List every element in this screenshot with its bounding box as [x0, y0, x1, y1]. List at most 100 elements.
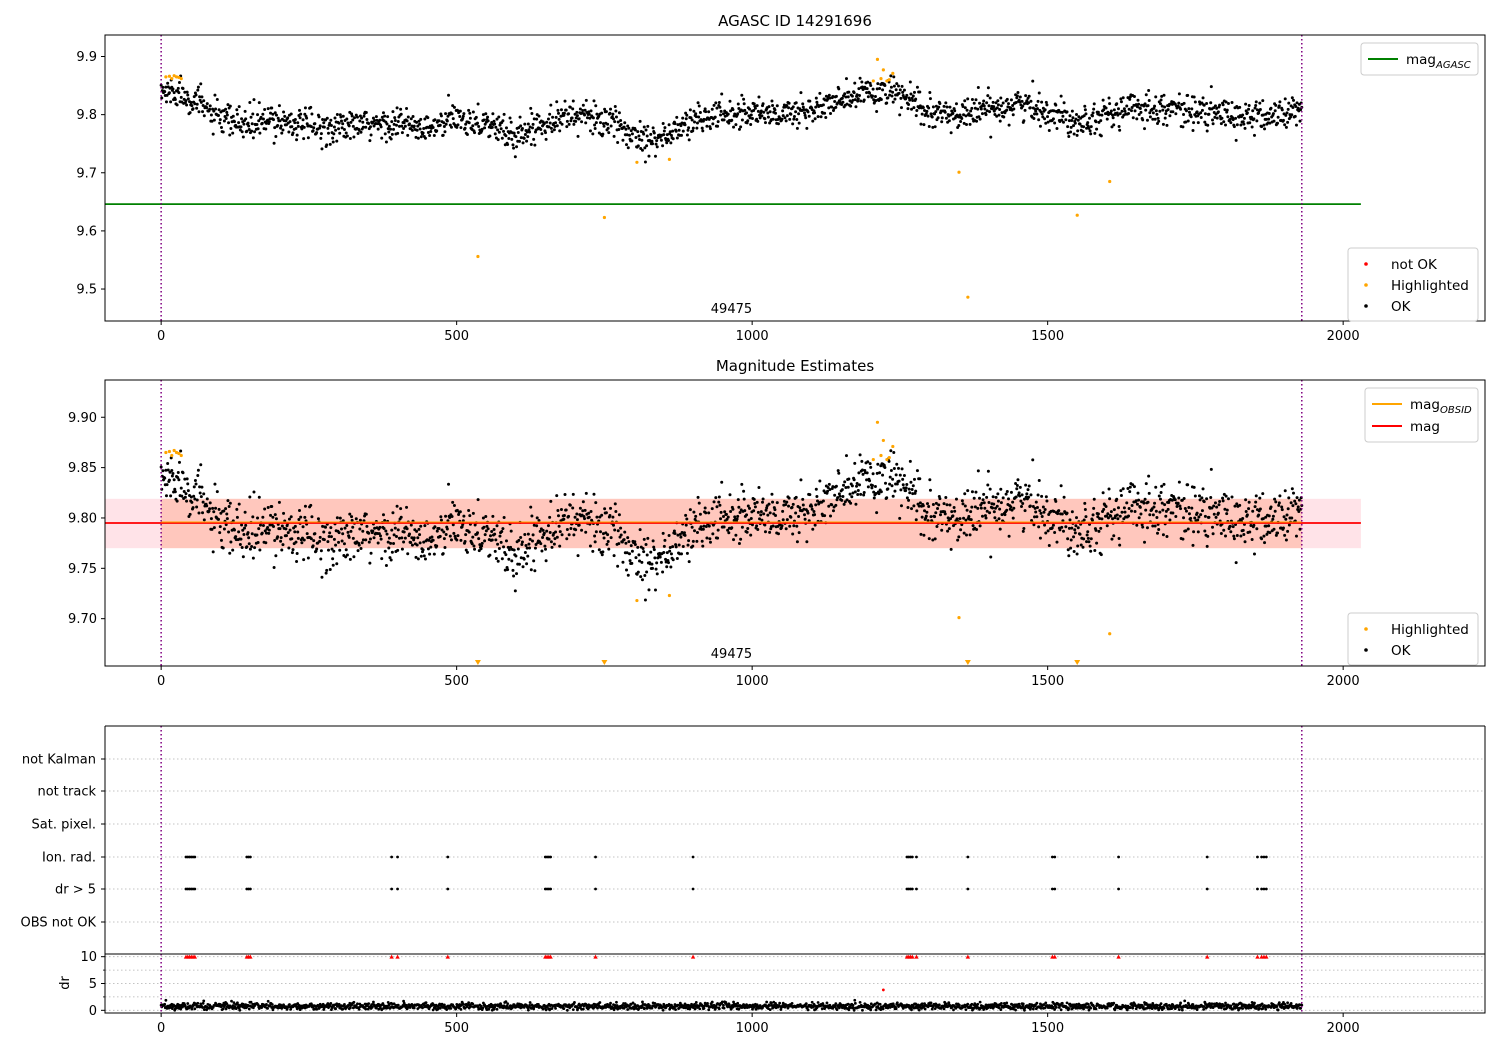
ok-point	[529, 106, 533, 110]
ok-point	[1274, 533, 1278, 537]
ok-point	[984, 516, 988, 520]
ok-point	[893, 489, 897, 493]
ok-point	[911, 484, 915, 488]
ok-point	[1119, 97, 1123, 101]
ok-point	[1075, 133, 1079, 137]
highlighted-point	[879, 77, 883, 81]
ok-point	[884, 93, 887, 97]
ok-point	[675, 115, 679, 119]
ok-point	[410, 543, 414, 547]
ok-point	[576, 134, 580, 138]
ok-point	[836, 496, 840, 500]
ok-point	[1043, 523, 1047, 527]
ok-point	[328, 568, 332, 571]
ok-point	[922, 533, 926, 537]
ok-point	[1067, 134, 1071, 138]
ok-point	[591, 549, 595, 553]
ok-point	[607, 131, 611, 135]
ok-point	[853, 461, 857, 465]
ok-point	[183, 90, 187, 94]
ok-point	[267, 120, 271, 124]
ok-point	[727, 531, 731, 535]
ok-point	[1073, 121, 1077, 125]
ok-point	[477, 537, 481, 541]
ok-point	[471, 535, 475, 539]
ok-point	[1280, 505, 1284, 509]
ok-point	[883, 466, 887, 470]
ok-point	[813, 523, 817, 527]
ok-point	[380, 115, 384, 119]
ok-point	[687, 560, 691, 564]
ok-point	[943, 110, 947, 114]
ok-point	[176, 86, 180, 90]
highlighted-point	[881, 68, 885, 72]
magest-frame	[104, 379, 1486, 667]
ok-point	[384, 563, 388, 567]
dr-point	[356, 1002, 359, 1006]
ok-point	[544, 137, 548, 141]
ok-point	[549, 103, 553, 107]
ok-point	[217, 507, 221, 511]
ok-point	[231, 114, 235, 118]
ok-point	[383, 114, 387, 118]
dr-point	[532, 1007, 536, 1011]
ok-point	[309, 125, 313, 129]
ok-point	[529, 568, 533, 572]
ok-point	[391, 110, 395, 114]
ok-point	[264, 531, 268, 535]
ok-point	[443, 546, 447, 550]
ok-point	[242, 532, 246, 536]
highlighted-point	[164, 75, 168, 79]
ok-point	[946, 529, 950, 533]
ok-point	[414, 555, 418, 559]
ok-point	[905, 496, 909, 500]
ok-point	[1151, 117, 1155, 121]
ok-point	[591, 132, 595, 136]
ok-point	[1247, 507, 1251, 511]
ok-point	[921, 106, 925, 110]
ok-point	[497, 115, 501, 119]
dr-point	[550, 1007, 554, 1010]
ok-point	[492, 119, 496, 123]
ok-point	[622, 538, 626, 542]
ok-point	[516, 547, 520, 551]
ok-point	[278, 119, 282, 123]
ok-point	[191, 506, 195, 510]
ok-point	[752, 102, 756, 106]
ok-point	[298, 509, 302, 513]
ok-point	[993, 506, 997, 510]
ok-point	[1145, 526, 1149, 530]
ok-point	[535, 117, 539, 121]
ok-point	[502, 129, 506, 133]
ok-point	[1231, 525, 1235, 529]
ok-point	[1224, 494, 1228, 498]
ok-point	[217, 113, 220, 117]
ok-point	[1085, 540, 1089, 544]
ok-point	[1116, 113, 1120, 117]
ok-point	[1287, 523, 1291, 527]
ok-point	[273, 126, 277, 130]
ok-point	[1229, 121, 1233, 125]
ok-point	[526, 135, 530, 139]
ok-point	[1031, 79, 1035, 83]
ok-point	[399, 507, 403, 511]
dr-point	[581, 1007, 585, 1011]
ok-point	[1015, 487, 1019, 491]
ok-point	[557, 514, 561, 518]
ok-point	[736, 102, 740, 106]
ok-point	[760, 114, 764, 118]
ok-point	[332, 132, 336, 136]
ok-point	[665, 133, 669, 137]
dr-point	[271, 1008, 275, 1012]
ok-point	[490, 538, 494, 542]
ok-point	[1271, 112, 1275, 116]
ok-point	[535, 516, 539, 520]
ok-point	[1112, 508, 1116, 512]
dr-point	[576, 1006, 580, 1010]
ok-point	[904, 486, 908, 490]
ok-point	[725, 517, 729, 521]
ok-point	[1179, 107, 1183, 111]
ok-point	[915, 509, 919, 513]
ok-point	[1107, 487, 1111, 491]
ok-point	[237, 121, 241, 125]
